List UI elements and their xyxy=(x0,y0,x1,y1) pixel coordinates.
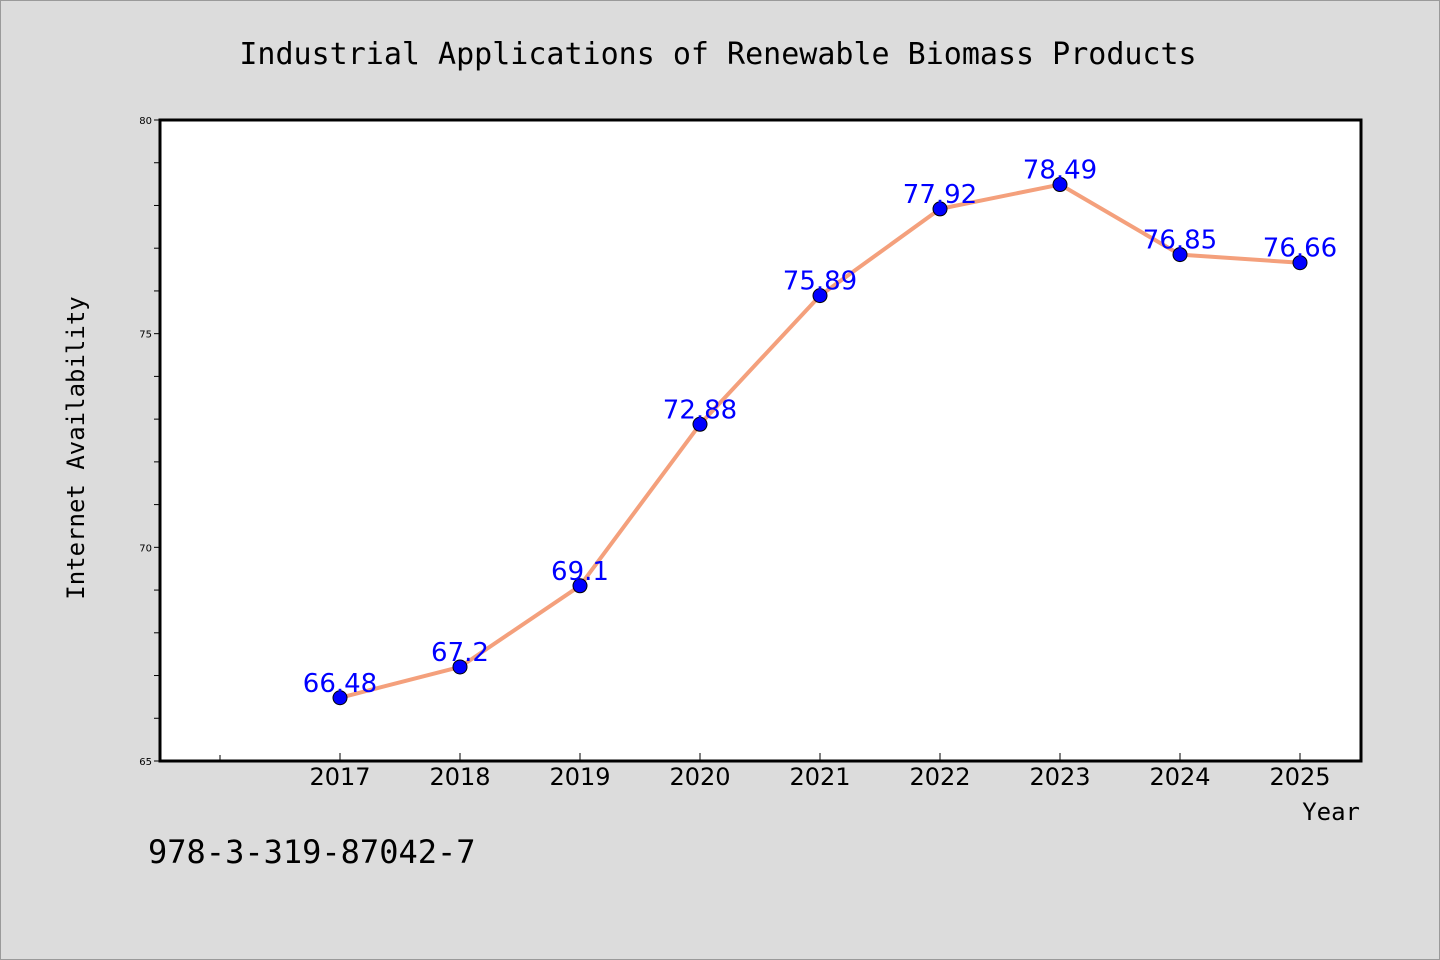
data-label: 78.49 xyxy=(1023,156,1097,186)
data-label: 76.85 xyxy=(1143,226,1217,256)
data-point-marker xyxy=(1172,247,1188,263)
x-axis-label: Year xyxy=(1302,798,1360,826)
y-axis: 65 70 75 80 xyxy=(139,116,160,768)
data-point-marker xyxy=(332,690,348,706)
data-point-marker xyxy=(1052,177,1068,193)
data-point-marker xyxy=(812,288,828,304)
x-tick-label: 2025 xyxy=(1269,763,1330,791)
data-point-marker xyxy=(692,416,708,432)
data-point-marker xyxy=(572,578,588,594)
x-tick-label: 2017 xyxy=(309,763,370,791)
x-tick-label: 2020 xyxy=(669,763,730,791)
x-tick-label: 2021 xyxy=(789,763,850,791)
x-axis: 2017 2018 2019 2020 2021 2022 2023 2024 2025 xyxy=(219,753,1331,791)
data-label: 76.66 xyxy=(1263,234,1337,264)
x-tick-label: 2022 xyxy=(909,763,970,791)
data-label-group: 66.48 67.2 69.1 72.88 75.89 77.92 78.49 76.85 76… xyxy=(303,156,1337,699)
plot-area xyxy=(160,120,1361,761)
data-point-marker xyxy=(1292,255,1308,271)
data-label: 67.2 xyxy=(431,638,489,668)
x-tick-label: 2019 xyxy=(549,763,610,791)
y-tick-label: 75 xyxy=(139,330,152,341)
isbn-code: 978-3-319-87042-7 xyxy=(148,833,476,871)
data-label: 69.1 xyxy=(551,557,609,587)
data-label: 72.88 xyxy=(663,395,737,425)
chart-title: Industrial Applications of Renewable Bio… xyxy=(239,37,1196,72)
data-label: 75.89 xyxy=(783,267,857,297)
y-tick-label: 65 xyxy=(139,757,152,768)
data-label: 77.92 xyxy=(903,180,977,210)
plot-border xyxy=(158,118,1363,763)
data-point-marker xyxy=(932,201,948,217)
y-tick-label: 70 xyxy=(139,543,152,554)
data-point-marker xyxy=(452,659,468,675)
x-tick-label: 2023 xyxy=(1029,763,1090,791)
series-line-group xyxy=(332,177,1308,706)
data-label: 66.48 xyxy=(303,669,377,699)
x-tick-label: 2024 xyxy=(1149,763,1210,791)
y-tick-label: 80 xyxy=(139,116,152,127)
y-axis-label: Internet Availability xyxy=(62,296,90,599)
x-tick-label: 2018 xyxy=(429,763,490,791)
